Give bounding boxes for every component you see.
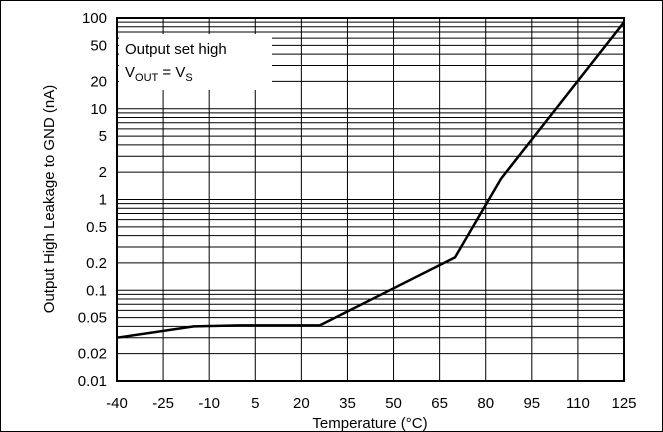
y-tick-label: 2 bbox=[99, 164, 107, 181]
y-tick-label: 0.5 bbox=[86, 219, 107, 236]
x-tick-label: 35 bbox=[339, 395, 356, 412]
y-tick-label: 5 bbox=[99, 128, 107, 145]
x-tick-label: 65 bbox=[431, 395, 448, 412]
y-tick-labels: 100 50 20 10 5 2 1 0.5 0.2 0.1 0.05 0.02 0.01 bbox=[78, 10, 107, 390]
y-tick-label: 10 bbox=[90, 101, 107, 118]
y-tick-label: 0.1 bbox=[86, 282, 107, 299]
x-tick-label: -10 bbox=[198, 395, 220, 412]
x-tick-label: 5 bbox=[251, 395, 259, 412]
x-tick-label: 50 bbox=[385, 395, 402, 412]
y-tick-label: 0.02 bbox=[78, 346, 107, 363]
y-tick-label: 50 bbox=[90, 37, 107, 54]
series-line bbox=[116, 21, 625, 339]
y-tick-label: 20 bbox=[90, 73, 107, 90]
y-tick-label: 0.05 bbox=[78, 310, 107, 327]
y-tick-label: 100 bbox=[82, 10, 107, 27]
annotation-line-1: Output set high bbox=[125, 41, 227, 58]
y-axis-label: Output High Leakage to GND (nA) bbox=[41, 85, 58, 313]
x-tick-label: 95 bbox=[523, 395, 540, 412]
x-tick-label: 20 bbox=[293, 395, 310, 412]
x-tick-label: 80 bbox=[477, 395, 494, 412]
x-tick-label: -25 bbox=[152, 395, 174, 412]
y-tick-label: 0.01 bbox=[78, 373, 107, 390]
x-tick-label: 125 bbox=[611, 395, 636, 412]
annotation-line-2: VOUT = VS bbox=[125, 64, 193, 84]
y-tick-label: 0.2 bbox=[86, 255, 107, 272]
plot-area bbox=[116, 17, 625, 382]
annotation-background bbox=[119, 34, 272, 90]
x-axis-label: Temperature (°C) bbox=[312, 415, 427, 432]
y-tick-label: 1 bbox=[99, 192, 107, 209]
x-tick-label: 110 bbox=[566, 395, 590, 412]
x-tick-labels: -40 -25 -10 5 20 35 50 65 80 95 110 125 bbox=[106, 395, 636, 412]
x-tick-label: -40 bbox=[106, 395, 128, 412]
